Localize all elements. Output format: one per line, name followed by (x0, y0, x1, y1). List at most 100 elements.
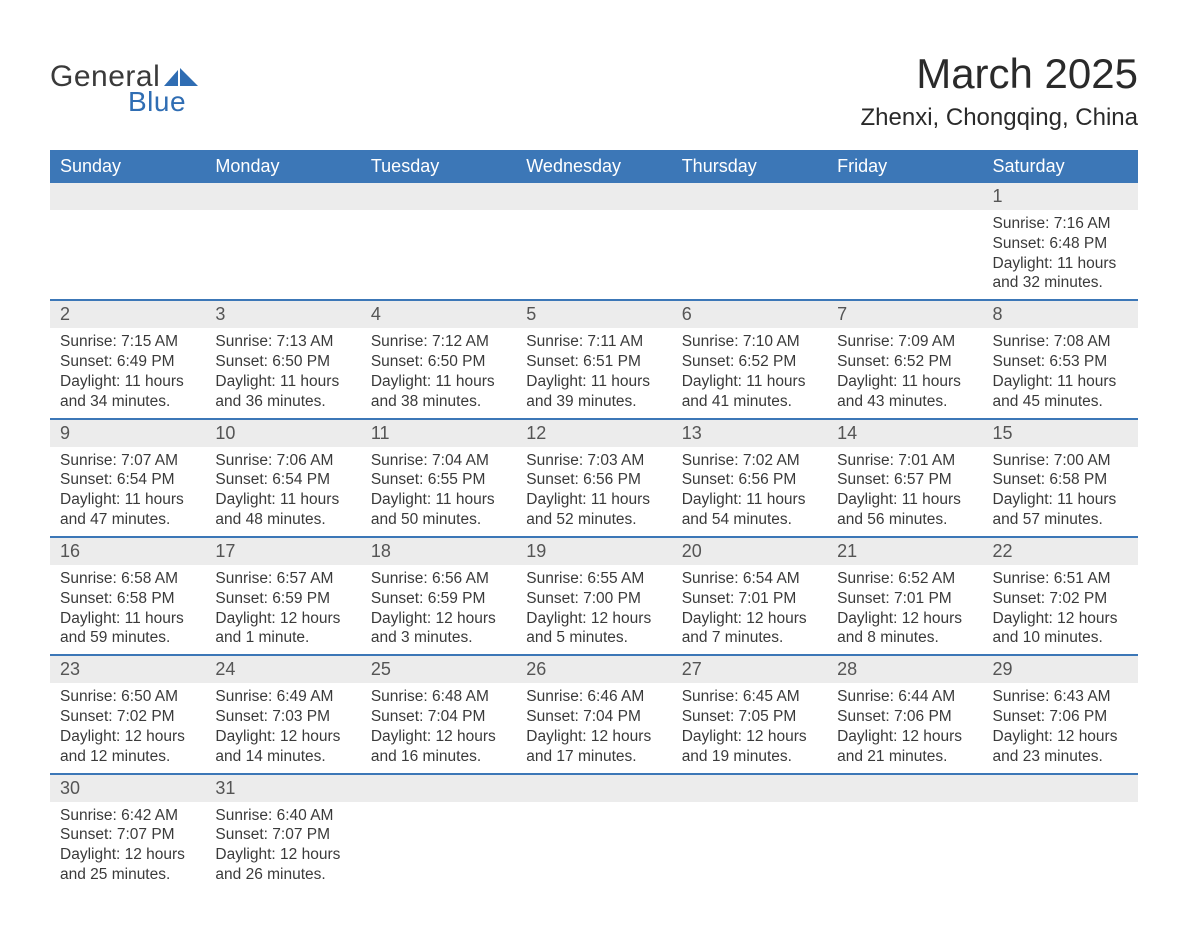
daylight-text: Daylight: 12 hours and 8 minutes. (837, 609, 972, 649)
sunrise-text: Sunrise: 6:56 AM (371, 569, 506, 589)
calendar-week-row: 9Sunrise: 7:07 AMSunset: 6:54 PMDaylight… (50, 419, 1138, 537)
calendar-cell: 4Sunrise: 7:12 AMSunset: 6:50 PMDaylight… (361, 300, 516, 418)
calendar-cell: 16Sunrise: 6:58 AMSunset: 6:58 PMDayligh… (50, 537, 205, 655)
day-details (672, 802, 827, 812)
day-details: Sunrise: 6:49 AMSunset: 7:03 PMDaylight:… (205, 683, 360, 772)
calendar-cell: 18Sunrise: 6:56 AMSunset: 6:59 PMDayligh… (361, 537, 516, 655)
calendar-week-row: 2Sunrise: 7:15 AMSunset: 6:49 PMDaylight… (50, 300, 1138, 418)
day-number (827, 775, 982, 802)
calendar-cell: 9Sunrise: 7:07 AMSunset: 6:54 PMDaylight… (50, 419, 205, 537)
day-number: 4 (361, 301, 516, 328)
sunset-text: Sunset: 7:02 PM (993, 589, 1128, 609)
sunset-text: Sunset: 6:59 PM (371, 589, 506, 609)
sunrise-text: Sunrise: 6:52 AM (837, 569, 972, 589)
sunrise-text: Sunrise: 6:46 AM (526, 687, 661, 707)
daylight-text: Daylight: 11 hours and 57 minutes. (993, 490, 1128, 530)
day-number: 11 (361, 420, 516, 447)
calendar-cell: 29Sunrise: 6:43 AMSunset: 7:06 PMDayligh… (983, 655, 1138, 773)
day-header-row: SundayMondayTuesdayWednesdayThursdayFrid… (50, 150, 1138, 183)
sunrise-text: Sunrise: 6:45 AM (682, 687, 817, 707)
sunrise-text: Sunrise: 7:00 AM (993, 451, 1128, 471)
logo-text-blue: Blue (128, 86, 198, 118)
daylight-text: Daylight: 12 hours and 1 minute. (215, 609, 350, 649)
calendar-cell: 23Sunrise: 6:50 AMSunset: 7:02 PMDayligh… (50, 655, 205, 773)
day-number: 17 (205, 538, 360, 565)
calendar-cell (361, 774, 516, 891)
daylight-text: Daylight: 11 hours and 54 minutes. (682, 490, 817, 530)
calendar-week-row: 1Sunrise: 7:16 AMSunset: 6:48 PMDaylight… (50, 183, 1138, 300)
day-details: Sunrise: 7:12 AMSunset: 6:50 PMDaylight:… (361, 328, 516, 417)
sunrise-text: Sunrise: 7:11 AM (526, 332, 661, 352)
day-number: 3 (205, 301, 360, 328)
daylight-text: Daylight: 12 hours and 12 minutes. (60, 727, 195, 767)
calendar-cell (50, 183, 205, 300)
sunset-text: Sunset: 7:01 PM (682, 589, 817, 609)
day-details: Sunrise: 7:08 AMSunset: 6:53 PMDaylight:… (983, 328, 1138, 417)
daylight-text: Daylight: 11 hours and 59 minutes. (60, 609, 195, 649)
calendar-cell: 28Sunrise: 6:44 AMSunset: 7:06 PMDayligh… (827, 655, 982, 773)
sunset-text: Sunset: 7:01 PM (837, 589, 972, 609)
sunrise-text: Sunrise: 7:13 AM (215, 332, 350, 352)
calendar-week-row: 23Sunrise: 6:50 AMSunset: 7:02 PMDayligh… (50, 655, 1138, 773)
sunset-text: Sunset: 7:02 PM (60, 707, 195, 727)
day-details: Sunrise: 6:57 AMSunset: 6:59 PMDaylight:… (205, 565, 360, 654)
day-number: 26 (516, 656, 671, 683)
sunrise-text: Sunrise: 6:54 AM (682, 569, 817, 589)
calendar-cell: 13Sunrise: 7:02 AMSunset: 6:56 PMDayligh… (672, 419, 827, 537)
day-details: Sunrise: 6:44 AMSunset: 7:06 PMDaylight:… (827, 683, 982, 772)
daylight-text: Daylight: 12 hours and 17 minutes. (526, 727, 661, 767)
sunrise-text: Sunrise: 7:08 AM (993, 332, 1128, 352)
sunset-text: Sunset: 6:59 PM (215, 589, 350, 609)
daylight-text: Daylight: 12 hours and 14 minutes. (215, 727, 350, 767)
calendar-cell (827, 774, 982, 891)
sunrise-text: Sunrise: 7:15 AM (60, 332, 195, 352)
daylight-text: Daylight: 12 hours and 16 minutes. (371, 727, 506, 767)
sunset-text: Sunset: 7:06 PM (837, 707, 972, 727)
daylight-text: Daylight: 12 hours and 26 minutes. (215, 845, 350, 885)
day-number: 28 (827, 656, 982, 683)
sunset-text: Sunset: 7:06 PM (993, 707, 1128, 727)
calendar-cell: 10Sunrise: 7:06 AMSunset: 6:54 PMDayligh… (205, 419, 360, 537)
day-number: 24 (205, 656, 360, 683)
day-number: 19 (516, 538, 671, 565)
day-number: 31 (205, 775, 360, 802)
calendar-cell: 11Sunrise: 7:04 AMSunset: 6:55 PMDayligh… (361, 419, 516, 537)
calendar-cell: 19Sunrise: 6:55 AMSunset: 7:00 PMDayligh… (516, 537, 671, 655)
day-details: Sunrise: 7:03 AMSunset: 6:56 PMDaylight:… (516, 447, 671, 536)
sunset-text: Sunset: 7:05 PM (682, 707, 817, 727)
daylight-text: Daylight: 11 hours and 38 minutes. (371, 372, 506, 412)
sunrise-text: Sunrise: 7:04 AM (371, 451, 506, 471)
calendar-week-row: 30Sunrise: 6:42 AMSunset: 7:07 PMDayligh… (50, 774, 1138, 891)
day-details: Sunrise: 6:48 AMSunset: 7:04 PMDaylight:… (361, 683, 516, 772)
day-header: Monday (205, 150, 360, 183)
day-details (827, 210, 982, 220)
calendar-cell: 6Sunrise: 7:10 AMSunset: 6:52 PMDaylight… (672, 300, 827, 418)
day-number (516, 775, 671, 802)
sunrise-text: Sunrise: 6:58 AM (60, 569, 195, 589)
calendar-cell: 31Sunrise: 6:40 AMSunset: 7:07 PMDayligh… (205, 774, 360, 891)
daylight-text: Daylight: 11 hours and 48 minutes. (215, 490, 350, 530)
calendar-cell: 20Sunrise: 6:54 AMSunset: 7:01 PMDayligh… (672, 537, 827, 655)
sunrise-text: Sunrise: 7:07 AM (60, 451, 195, 471)
day-details: Sunrise: 6:55 AMSunset: 7:00 PMDaylight:… (516, 565, 671, 654)
day-number (983, 775, 1138, 802)
calendar-cell: 17Sunrise: 6:57 AMSunset: 6:59 PMDayligh… (205, 537, 360, 655)
day-details: Sunrise: 6:54 AMSunset: 7:01 PMDaylight:… (672, 565, 827, 654)
day-details: Sunrise: 7:09 AMSunset: 6:52 PMDaylight:… (827, 328, 982, 417)
sunset-text: Sunset: 7:07 PM (60, 825, 195, 845)
day-details: Sunrise: 7:00 AMSunset: 6:58 PMDaylight:… (983, 447, 1138, 536)
calendar-cell: 2Sunrise: 7:15 AMSunset: 6:49 PMDaylight… (50, 300, 205, 418)
sunset-text: Sunset: 6:50 PM (371, 352, 506, 372)
sunrise-text: Sunrise: 6:51 AM (993, 569, 1128, 589)
day-number (672, 775, 827, 802)
day-number: 22 (983, 538, 1138, 565)
day-details: Sunrise: 7:16 AMSunset: 6:48 PMDaylight:… (983, 210, 1138, 299)
sunset-text: Sunset: 6:52 PM (682, 352, 817, 372)
day-header: Thursday (672, 150, 827, 183)
day-details: Sunrise: 6:58 AMSunset: 6:58 PMDaylight:… (50, 565, 205, 654)
calendar-cell (205, 183, 360, 300)
calendar-cell: 26Sunrise: 6:46 AMSunset: 7:04 PMDayligh… (516, 655, 671, 773)
daylight-text: Daylight: 12 hours and 21 minutes. (837, 727, 972, 767)
day-details: Sunrise: 7:06 AMSunset: 6:54 PMDaylight:… (205, 447, 360, 536)
day-details: Sunrise: 6:43 AMSunset: 7:06 PMDaylight:… (983, 683, 1138, 772)
